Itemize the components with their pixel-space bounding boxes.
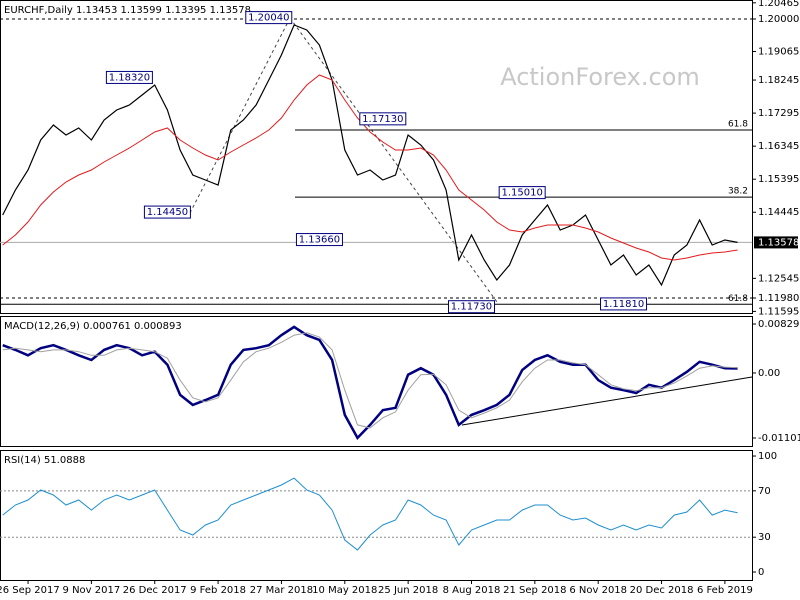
x-tick-label: 26 Sep 2017 bbox=[0, 585, 60, 596]
y-tick-label: 1.20465 bbox=[758, 0, 799, 9]
series-line bbox=[2, 24, 738, 287]
price-annotation-box bbox=[359, 112, 407, 126]
price-annotation-box bbox=[447, 300, 495, 314]
x-tick-label: 10 May 2018 bbox=[312, 585, 377, 596]
last-price-box bbox=[754, 236, 798, 249]
price-annotation-box bbox=[105, 70, 153, 84]
price-annotation-box bbox=[498, 186, 546, 200]
price-annotation: 1.14450 bbox=[147, 207, 188, 218]
y-tick-label: 0.00 bbox=[758, 368, 780, 379]
price-annotation-box bbox=[143, 205, 191, 219]
y-tick-label: 70 bbox=[758, 486, 771, 497]
panel-title: MACD(12,26,9) 0.000761 0.000893 bbox=[4, 321, 182, 332]
x-tick-label: 6 Feb 2019 bbox=[697, 585, 753, 596]
price-annotation: 1.13660 bbox=[299, 235, 340, 246]
price-annotation-box bbox=[245, 11, 293, 25]
price-annotation: 1.18320 bbox=[109, 72, 150, 83]
y-tick-label: 1.18245 bbox=[758, 75, 799, 86]
series-line bbox=[2, 477, 738, 551]
x-tick-label: 21 Sep 2018 bbox=[503, 585, 566, 596]
y-tick-label: 1.17295 bbox=[758, 108, 799, 119]
trend-line bbox=[461, 376, 753, 426]
panel-frame bbox=[0, 316, 753, 447]
y-tick-label: 0.008292 bbox=[758, 319, 800, 330]
x-tick-label: 8 Aug 2018 bbox=[443, 585, 501, 596]
y-tick-label: 1.12545 bbox=[758, 273, 799, 284]
price-annotation-box bbox=[295, 233, 343, 247]
price-annotation-box bbox=[600, 297, 648, 311]
y-tick-label: 1.11980 bbox=[758, 293, 799, 304]
fib-label: 61.8 bbox=[728, 119, 748, 129]
x-tick-label: 20 Dec 2018 bbox=[630, 585, 694, 596]
price-annotation: 1.20040 bbox=[248, 13, 289, 24]
x-tick-label: 26 Dec 2017 bbox=[123, 585, 187, 596]
y-tick-label: 1.16345 bbox=[758, 141, 799, 152]
fib-label: 61.8 bbox=[728, 294, 748, 304]
y-tick-label: 1.15395 bbox=[758, 174, 799, 185]
panel-title: RSI(14) 51.0888 bbox=[4, 455, 85, 466]
series-line bbox=[2, 332, 738, 429]
trend-line bbox=[289, 17, 498, 303]
y-tick-label: 100 bbox=[758, 451, 777, 462]
panel-frame bbox=[0, 0, 753, 314]
x-tick-label: 6 Nov 2018 bbox=[569, 585, 627, 596]
y-tick-label: 30 bbox=[758, 532, 771, 543]
y-tick-label: -0.011015 bbox=[758, 433, 800, 444]
series-line bbox=[2, 74, 738, 261]
fib-label: 38.2 bbox=[728, 187, 748, 197]
y-tick-label: 1.20000 bbox=[758, 14, 799, 25]
price-annotation: 1.15010 bbox=[501, 188, 542, 199]
x-tick-label: 9 Feb 2018 bbox=[190, 585, 246, 596]
x-tick-label: 27 Mar 2018 bbox=[250, 585, 313, 596]
panel-title: EURCHF,Daily 1.13453 1.13599 1.13395 1.1… bbox=[4, 5, 251, 16]
x-tick-label: 25 Jun 2018 bbox=[378, 585, 438, 596]
panel-frame bbox=[0, 450, 753, 581]
y-tick-label: 0 bbox=[758, 567, 764, 578]
watermark: ActionForex.com bbox=[500, 63, 700, 91]
y-tick-label: 1.11595 bbox=[758, 306, 799, 317]
y-tick-label: 1.19065 bbox=[758, 47, 799, 58]
y-tick-label: 1.14445 bbox=[758, 207, 799, 218]
price-annotation: 1.11730 bbox=[451, 302, 492, 313]
price-annotation: 1.11810 bbox=[603, 299, 644, 310]
last-price-label: 1.13578 bbox=[758, 237, 799, 248]
series-line bbox=[2, 325, 738, 440]
price-annotation: 1.17130 bbox=[362, 114, 403, 125]
x-tick-label: 9 Nov 2017 bbox=[63, 585, 121, 596]
